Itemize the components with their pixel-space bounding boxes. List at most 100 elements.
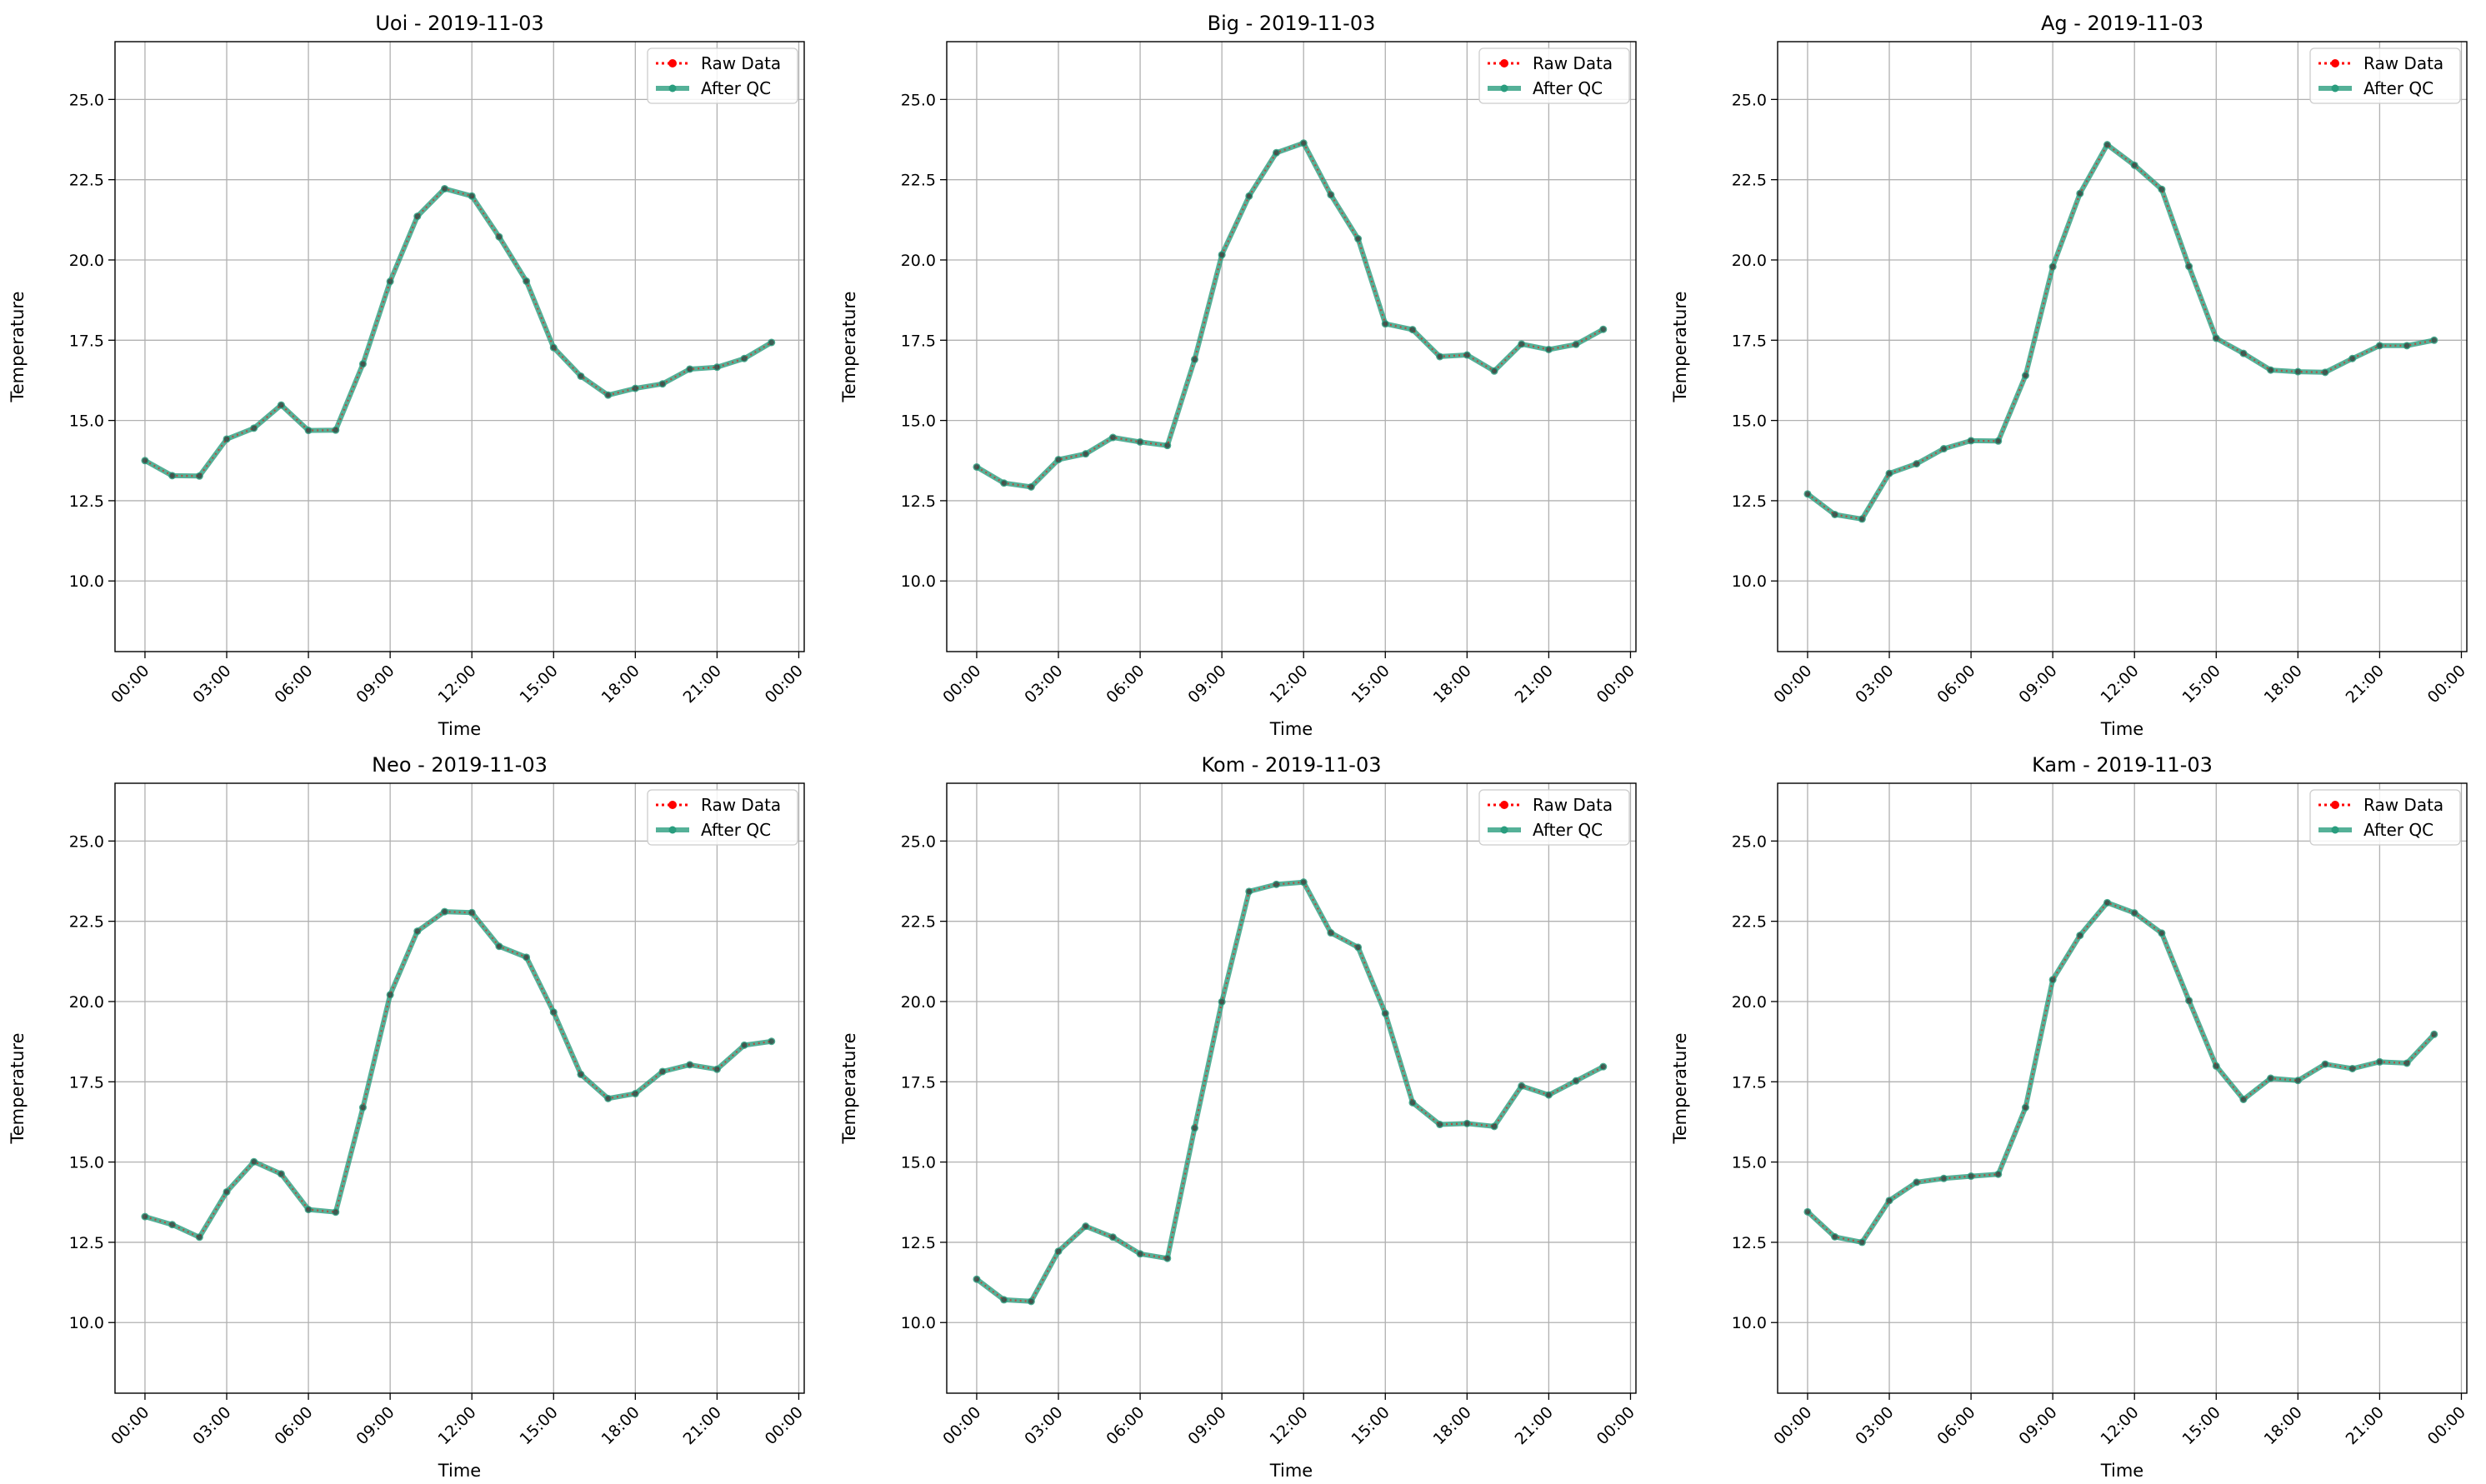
- y-tick-label: 25.0: [69, 832, 104, 851]
- raw-point: [2104, 900, 2110, 906]
- raw-point: [1273, 882, 1279, 887]
- raw-point: [469, 910, 475, 916]
- raw-point: [1273, 150, 1279, 156]
- y-tick-label: 20.0: [69, 993, 104, 1012]
- y-tick-label: 12.5: [901, 1234, 936, 1252]
- raw-point: [1464, 352, 1470, 358]
- raw-point: [1573, 1077, 1579, 1084]
- raw-point: [1913, 461, 1919, 467]
- raw-point: [2322, 369, 2328, 376]
- raw-point: [2049, 977, 2056, 982]
- x-tick-label: 03:00: [189, 662, 234, 707]
- raw-point: [1518, 1083, 1524, 1089]
- x-tick-label: 21:00: [680, 1403, 725, 1448]
- raw-point: [1001, 480, 1007, 486]
- x-tick-label: 06:00: [1933, 662, 1978, 707]
- raw-point: [2268, 367, 2273, 373]
- x-tick-label: 18:00: [2261, 662, 2306, 707]
- y-tick-label: 15.0: [901, 412, 936, 431]
- series-line-raw-data: [976, 142, 1604, 488]
- y-tick-label: 25.0: [1732, 91, 1767, 109]
- raw-point: [2295, 1077, 2301, 1083]
- chart-panel-3: 00:00 03:00 06:00 09:00 12:00 15:00 18:00 21:00…: [1670, 12, 2469, 739]
- legend-qc-marker: [1500, 826, 1508, 834]
- raw-point: [1464, 1121, 1470, 1127]
- plot-frame: [1777, 41, 2468, 652]
- raw-point: [1968, 437, 1974, 444]
- x-axis-label: Time: [2100, 1461, 2143, 1481]
- raw-point: [1886, 1197, 1893, 1204]
- y-tick-label: 20.0: [901, 993, 936, 1012]
- raw-point: [2132, 162, 2138, 168]
- raw-point: [1804, 491, 1811, 497]
- raw-point: [1913, 1179, 1919, 1186]
- raw-point: [2213, 335, 2219, 342]
- raw-point: [2186, 263, 2192, 269]
- x-tick-label: 03:00: [1021, 1403, 1066, 1448]
- raw-point: [659, 1068, 666, 1075]
- chart-panel-6: 00:00 03:00 06:00 09:00 12:00 15:00 18:00 21:00…: [1670, 753, 2469, 1481]
- chart-title: Kom - 2019-11-03: [1202, 753, 1382, 777]
- y-tick-label: 10.0: [1732, 1314, 1767, 1332]
- x-tick-label: 09:00: [353, 1403, 398, 1448]
- raw-point: [2104, 142, 2110, 147]
- raw-point: [1055, 1248, 1062, 1254]
- y-tick-label: 22.5: [69, 913, 104, 932]
- x-tick-label: 00:00: [1593, 1403, 1638, 1448]
- raw-point: [1246, 888, 1253, 895]
- x-tick-label: 12:00: [1266, 1403, 1311, 1448]
- legend-qc-label: After QC: [1533, 78, 1603, 98]
- y-tick-label: 17.5: [901, 1073, 936, 1092]
- y-tick-label: 12.5: [69, 492, 104, 511]
- chart-panel-1: 00:00 03:00 06:00 09:00 12:00 15:00 18:00 21:00…: [8, 12, 807, 739]
- y-tick-label: 20.0: [1732, 252, 1767, 270]
- x-tick-label: 09:00: [2015, 662, 2060, 707]
- legend-qc-label: After QC: [701, 820, 771, 840]
- raw-point: [2349, 1066, 2355, 1072]
- x-tick-label: 15:00: [517, 1403, 562, 1448]
- x-tick-label: 06:00: [1103, 662, 1148, 707]
- raw-point: [741, 1042, 748, 1048]
- raw-point: [1546, 1092, 1552, 1098]
- y-tick-label: 25.0: [69, 91, 104, 109]
- raw-point: [633, 1091, 638, 1097]
- x-tick-label: 09:00: [1184, 1403, 1229, 1448]
- x-tick-label: 21:00: [2343, 662, 2388, 707]
- raw-point: [2403, 342, 2410, 349]
- raw-point: [768, 339, 774, 346]
- raw-point: [1437, 353, 1443, 360]
- x-axis-label: Time: [1269, 719, 1313, 739]
- legend-raw-label: Raw Data: [701, 795, 781, 815]
- raw-point: [1301, 140, 1307, 146]
- chart-panel-4: 00:00 03:00 06:00 09:00 12:00 15:00 18:00 21:00…: [8, 753, 807, 1481]
- x-tick-label: 15:00: [2179, 1403, 2224, 1448]
- x-tick-label: 15:00: [2179, 662, 2224, 707]
- raw-point: [1995, 438, 2001, 444]
- raw-point: [1941, 1176, 1947, 1182]
- y-tick-label: 25.0: [901, 832, 936, 851]
- x-tick-label: 21:00: [2343, 1403, 2388, 1448]
- raw-point: [1083, 1223, 1088, 1229]
- raw-point: [1137, 1251, 1143, 1257]
- raw-point: [1859, 516, 1865, 522]
- raw-point: [1164, 1255, 1170, 1262]
- x-tick-label: 18:00: [598, 1403, 643, 1448]
- legend: Raw Data After QC: [647, 47, 798, 104]
- legend-raw-label: Raw Data: [1533, 53, 1613, 73]
- legend-qc-marker: [2331, 826, 2339, 834]
- raw-point: [1055, 457, 1062, 462]
- raw-point: [1355, 236, 1361, 242]
- y-axis-label: Temperature: [1670, 1032, 1690, 1144]
- y-tick-label: 10.0: [901, 572, 936, 591]
- raw-point: [687, 366, 693, 372]
- raw-point: [197, 1234, 203, 1240]
- y-tick-label: 17.5: [1732, 1073, 1767, 1092]
- y-axis-label: Temperature: [839, 291, 859, 402]
- y-tick-label: 10.0: [69, 572, 104, 591]
- y-tick-label: 22.5: [69, 172, 104, 190]
- x-tick-label: 18:00: [1430, 1403, 1475, 1448]
- raw-point: [1355, 944, 1361, 951]
- raw-point: [2077, 932, 2083, 938]
- legend-qc-label: After QC: [1533, 820, 1603, 840]
- x-tick-label: 18:00: [1430, 662, 1475, 707]
